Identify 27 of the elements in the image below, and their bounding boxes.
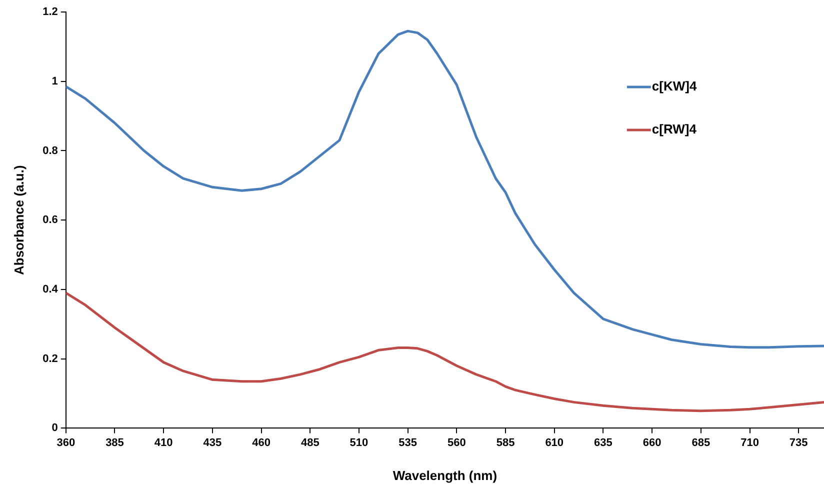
y-tick-label: 0 xyxy=(52,422,58,434)
x-tick-label: 535 xyxy=(398,436,417,449)
y-tick-label: 1 xyxy=(52,75,58,88)
x-tick-label: 460 xyxy=(252,436,270,449)
y-tick-label: 0.2 xyxy=(42,352,58,365)
x-tick-label: 710 xyxy=(740,436,759,449)
y-axis-title: Absorbance (a.u.) xyxy=(11,165,26,275)
x-tick-label: 435 xyxy=(203,436,222,449)
x-tick-label: 560 xyxy=(447,436,466,449)
legend-label: c[RW]4 xyxy=(652,122,698,137)
x-tick-label: 585 xyxy=(496,436,515,449)
x-tick-label: 610 xyxy=(545,436,564,449)
x-tick-label: 635 xyxy=(594,436,612,449)
x-tick-label: 510 xyxy=(350,436,368,449)
x-tick-label: 685 xyxy=(692,436,710,449)
x-tick-label: 410 xyxy=(154,436,173,449)
x-tick-label: 735 xyxy=(789,436,808,449)
y-tick-label: 0.8 xyxy=(42,144,58,157)
x-tick-label: 360 xyxy=(56,436,76,449)
y-tick-label: 0.6 xyxy=(42,214,58,226)
x-tick-label: 660 xyxy=(642,436,662,449)
x-tick-label: 385 xyxy=(106,436,124,449)
legend-label: c[KW]4 xyxy=(652,78,698,94)
x-axis-title: Wavelength (nm) xyxy=(392,468,498,483)
y-tick-label: 0.4 xyxy=(42,284,59,296)
y-tick-label: 1.2 xyxy=(42,6,58,18)
x-tick-label: 485 xyxy=(300,436,320,449)
